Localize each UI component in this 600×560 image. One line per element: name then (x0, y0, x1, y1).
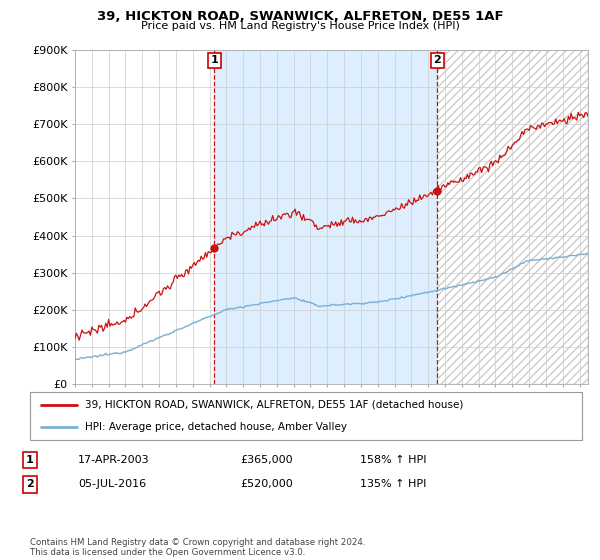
Bar (214, 50, 437, 384)
Text: 1: 1 (26, 455, 34, 465)
Text: 39, HICKTON ROAD, SWANWICK, ALFRETON, DE55 1AF: 39, HICKTON ROAD, SWANWICK, ALFRETON, DE… (97, 10, 503, 23)
Text: 135% ↑ HPI: 135% ↑ HPI (360, 479, 427, 489)
Text: 05-JUL-2016: 05-JUL-2016 (78, 479, 146, 489)
Text: 158% ↑ HPI: 158% ↑ HPI (360, 455, 427, 465)
Text: Price paid vs. HM Land Registry's House Price Index (HPI): Price paid vs. HM Land Registry's House … (140, 21, 460, 31)
Text: 17-APR-2003: 17-APR-2003 (78, 455, 149, 465)
Text: £520,000: £520,000 (240, 479, 293, 489)
Text: 1: 1 (211, 55, 218, 66)
Text: 2: 2 (26, 479, 34, 489)
FancyBboxPatch shape (30, 392, 582, 440)
Text: HPI: Average price, detached house, Amber Valley: HPI: Average price, detached house, Ambe… (85, 422, 347, 432)
Bar (437, 50, 588, 384)
Text: Contains HM Land Registry data © Crown copyright and database right 2024.
This d: Contains HM Land Registry data © Crown c… (30, 538, 365, 557)
Text: £365,000: £365,000 (240, 455, 293, 465)
Text: 2: 2 (433, 55, 441, 66)
Text: 39, HICKTON ROAD, SWANWICK, ALFRETON, DE55 1AF (detached house): 39, HICKTON ROAD, SWANWICK, ALFRETON, DE… (85, 400, 464, 410)
